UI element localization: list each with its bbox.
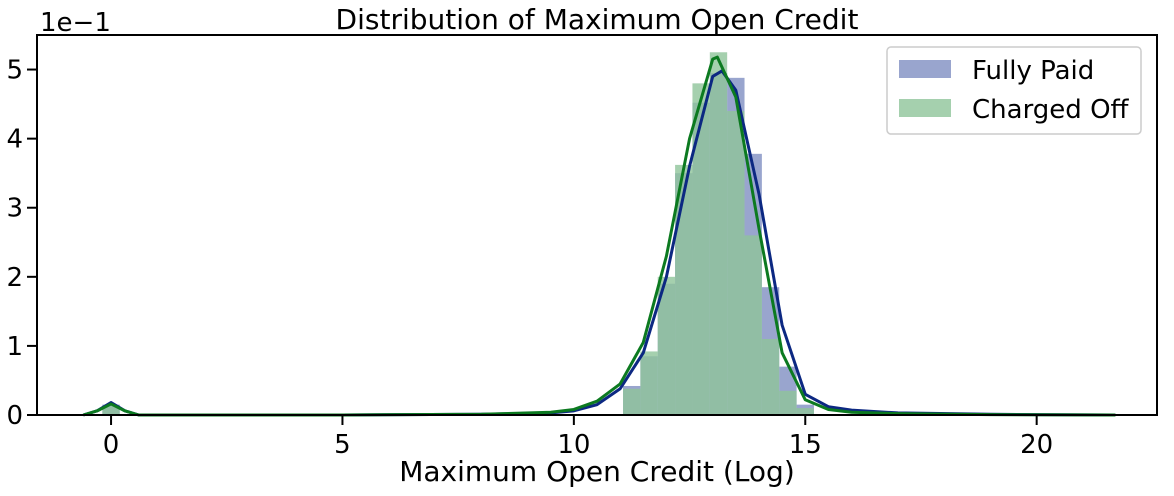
y-offset-label: 1e−1 bbox=[40, 8, 111, 38]
x-tick-label: 10 bbox=[557, 430, 590, 460]
legend-swatch bbox=[899, 99, 951, 117]
x-axis-label: Maximum Open Credit (Log) bbox=[399, 455, 795, 488]
histogram-bar bbox=[761, 339, 780, 415]
histogram-bar bbox=[692, 83, 710, 416]
legend: Fully Paid Charged Off bbox=[886, 46, 1142, 135]
histogram-bar bbox=[657, 276, 676, 415]
histogram-bar bbox=[102, 405, 120, 415]
y-tick-label: 2 bbox=[6, 263, 23, 293]
histogram-bar bbox=[709, 52, 728, 416]
axes-frame bbox=[36, 34, 1158, 416]
histogram-bar bbox=[796, 408, 814, 415]
chart-title: Distribution of Maximum Open Credit bbox=[336, 3, 859, 36]
y-tick-label: 0 bbox=[6, 401, 23, 431]
x-tick-label: 15 bbox=[789, 430, 822, 460]
histogram-bar bbox=[779, 390, 797, 415]
histogram-bar bbox=[727, 111, 745, 415]
histogram-bar bbox=[675, 164, 693, 415]
series-charged-off-bars bbox=[102, 52, 814, 416]
histogram-bar bbox=[623, 388, 641, 415]
y-tick-label: 4 bbox=[6, 125, 23, 155]
plot-area bbox=[82, 52, 1116, 417]
legend-swatch bbox=[899, 60, 951, 78]
y-tick-label: 1 bbox=[6, 332, 23, 362]
x-tick-label: 0 bbox=[103, 430, 120, 460]
y-tick-label: 5 bbox=[6, 56, 23, 86]
legend-label: Charged Off bbox=[972, 95, 1130, 125]
x-tick-label: 5 bbox=[334, 430, 351, 460]
histogram-bar bbox=[640, 351, 658, 415]
x-tick-label: 20 bbox=[1020, 430, 1053, 460]
axes: 0 5 10 15 20 0 1 2 3 4 5 bbox=[6, 34, 1158, 460]
y-tick-label: 3 bbox=[6, 194, 23, 224]
histogram-bar bbox=[744, 235, 762, 415]
legend-label: Fully Paid bbox=[972, 56, 1094, 86]
